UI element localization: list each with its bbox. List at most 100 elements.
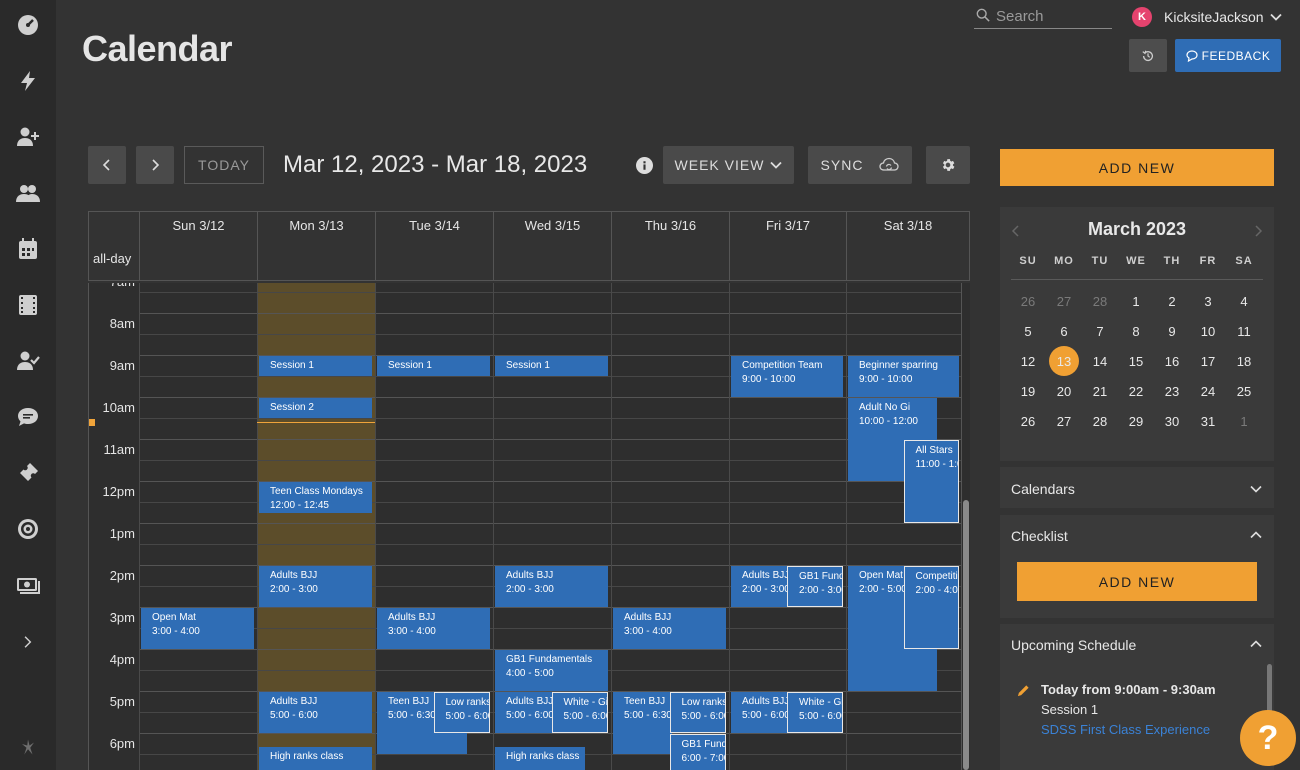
mini-cal-day[interactable]: 25	[1236, 384, 1252, 399]
calendar-event[interactable]: Adults BJJ 5:00 - 6:00	[731, 692, 790, 733]
mini-cal-day[interactable]: 17	[1200, 354, 1216, 369]
mini-cal-day[interactable]: 10	[1200, 324, 1216, 339]
calendar-event[interactable]: Session 1	[259, 356, 372, 376]
next-week-button[interactable]	[136, 146, 174, 184]
calendar-icon[interactable]	[14, 235, 42, 263]
calendar-event[interactable]: GB1 Fundamentals 2:00 - 3:00	[787, 566, 843, 607]
day-header[interactable]: Mon 3/13	[257, 212, 375, 280]
calendar-event[interactable]: Low ranks 5:00 - 6:00	[433, 692, 490, 733]
calendar-event[interactable]: Adults BJJ 2:00 - 3:00	[731, 566, 790, 607]
calendars-panel[interactable]: Calendars	[1000, 467, 1274, 508]
search-input[interactable]: Search	[974, 4, 1112, 29]
mini-cal-day[interactable]: 29	[1128, 414, 1144, 429]
add-new-button[interactable]: ADD NEW	[1000, 149, 1274, 186]
mini-cal-day[interactable]: 11	[1237, 324, 1251, 339]
add-user-icon[interactable]	[14, 123, 42, 151]
mini-cal-day[interactable]: 7	[1096, 324, 1104, 339]
day-header[interactable]: Wed 3/15	[493, 212, 611, 280]
mini-cal-day[interactable]: 21	[1092, 384, 1108, 399]
day-header[interactable]: Fri 3/17	[729, 212, 846, 280]
calendar-event[interactable]: Beginner sparring 9:00 - 10:00	[848, 356, 959, 397]
history-button[interactable]	[1129, 39, 1167, 72]
calendar-event[interactable]: Adults BJJ 5:00 - 6:00	[495, 692, 554, 733]
calendar-event[interactable]: All Stars 11:00 - 1:00	[903, 440, 959, 523]
dashboard-icon[interactable]	[14, 11, 42, 39]
mini-cal-day[interactable]: 26	[1020, 414, 1036, 429]
mini-cal-day[interactable]: 27	[1056, 294, 1072, 309]
mini-cal-day[interactable]: 30	[1164, 414, 1180, 429]
calendar-event[interactable]: Teen Class Mondays 12:00 - 12:45	[259, 482, 372, 513]
calendar-event[interactable]: Competition 2:00 - 4:00	[903, 566, 959, 649]
lightning-icon[interactable]	[14, 67, 42, 95]
day-header[interactable]: Thu 3/16	[611, 212, 729, 280]
mini-cal-day[interactable]: 31	[1200, 414, 1216, 429]
calendar-event[interactable]: Teen BJJ 5:00 - 6:30	[613, 692, 672, 754]
mini-cal-day[interactable]: 12	[1020, 354, 1036, 369]
day-header[interactable]: Sun 3/12	[139, 212, 257, 280]
mini-cal-prev-icon[interactable]	[1010, 225, 1022, 237]
mini-cal-day[interactable]: 22	[1128, 384, 1144, 399]
calendar-scroll-thumb[interactable]	[963, 500, 969, 770]
mini-cal-day[interactable]: 1	[1132, 294, 1140, 309]
feedback-button[interactable]: FEEDBACK	[1175, 39, 1281, 72]
calendar-event[interactable]: GB1 Fundamentals 6:00 - 7:00	[669, 734, 726, 770]
mini-cal-day[interactable]: 5	[1024, 324, 1032, 339]
mini-cal-day[interactable]: 14	[1092, 354, 1108, 369]
view-select[interactable]: WEEK VIEW	[663, 146, 794, 184]
mini-cal-day[interactable]: 28	[1092, 294, 1108, 309]
mini-cal-day[interactable]: 18	[1236, 354, 1252, 369]
mini-cal-day[interactable]: 23	[1164, 384, 1180, 399]
calendar-event[interactable]: Adults BJJ 2:00 - 3:00	[495, 566, 608, 607]
calendar-event[interactable]: Adults BJJ 2:00 - 3:00	[259, 566, 372, 607]
mini-cal-day[interactable]: 24	[1200, 384, 1216, 399]
calendar-event[interactable]: Competition Team 9:00 - 10:00	[731, 356, 843, 397]
mini-cal-day[interactable]: 27	[1056, 414, 1072, 429]
checklist-add-button[interactable]: ADD NEW	[1017, 562, 1257, 601]
mini-cal-day[interactable]: 13	[1056, 354, 1072, 369]
today-button[interactable]: TODAY	[184, 146, 264, 184]
calendar-event[interactable]: Low ranks 5:00 - 6:00	[669, 692, 726, 733]
user-menu[interactable]: K KicksiteJackson	[1132, 6, 1282, 28]
mini-cal-day[interactable]: 6	[1060, 324, 1068, 339]
chevron-right-icon[interactable]	[14, 628, 42, 656]
help-button[interactable]: ?	[1240, 710, 1296, 766]
mini-cal-day[interactable]: 16	[1164, 354, 1180, 369]
schedule-scrollbar[interactable]	[1267, 664, 1272, 744]
mini-cal-day[interactable]: 2	[1168, 294, 1176, 309]
calendar-event[interactable]: GB1 Fundamentals 4:00 - 5:00	[495, 650, 608, 691]
ticket-icon[interactable]	[14, 459, 42, 487]
money-icon[interactable]	[14, 571, 42, 599]
user-check-icon[interactable]	[14, 347, 42, 375]
mini-cal-day[interactable]: 20	[1056, 384, 1072, 399]
mini-cal-day[interactable]: 8	[1132, 324, 1140, 339]
info-icon[interactable]	[636, 157, 653, 174]
calendar-event[interactable]: Open Mat 3:00 - 4:00	[141, 608, 254, 649]
pencil-icon[interactable]	[1017, 684, 1030, 697]
sync-button[interactable]: SYNC	[808, 146, 912, 184]
chevron-up-icon[interactable]	[1250, 638, 1262, 650]
calendar-event[interactable]: Adults BJJ 5:00 - 6:00	[259, 692, 372, 733]
calendar-event[interactable]: Session 2	[259, 398, 372, 418]
settings-button[interactable]	[926, 146, 970, 184]
schedule-link[interactable]: SDSS First Class Experience	[1041, 722, 1211, 737]
calendar-grid[interactable]: 7am8am9am10am11am12pm1pm2pm3pm4pm5pm6pm …	[88, 283, 970, 770]
calendar-event[interactable]: Adults BJJ 3:00 - 4:00	[377, 608, 490, 649]
mini-cal-day[interactable]: 9	[1168, 324, 1176, 339]
mini-cal-day[interactable]: 28	[1092, 414, 1108, 429]
calendar-event[interactable]: White - Gi 5:00 - 6:00	[787, 692, 843, 733]
calendar-event[interactable]: Session 1	[377, 356, 490, 376]
calendar-event[interactable]: Adults BJJ 3:00 - 4:00	[613, 608, 726, 649]
day-header[interactable]: Sat 3/18	[846, 212, 969, 280]
target-icon[interactable]	[14, 515, 42, 543]
prev-week-button[interactable]	[88, 146, 126, 184]
users-icon[interactable]	[14, 179, 42, 207]
chevron-up-icon[interactable]	[1250, 529, 1262, 541]
mini-cal-next-icon[interactable]	[1252, 225, 1264, 237]
mini-cal-day[interactable]: 1	[1240, 414, 1248, 429]
mini-cal-day[interactable]: 4	[1240, 294, 1248, 309]
day-header[interactable]: Tue 3/14	[375, 212, 493, 280]
mini-cal-day[interactable]: 15	[1128, 354, 1144, 369]
calendar-event[interactable]: Session 1	[495, 356, 608, 376]
film-icon[interactable]	[14, 291, 42, 319]
calendar-event[interactable]: White - Gi 5:00 - 6:00	[551, 692, 608, 733]
